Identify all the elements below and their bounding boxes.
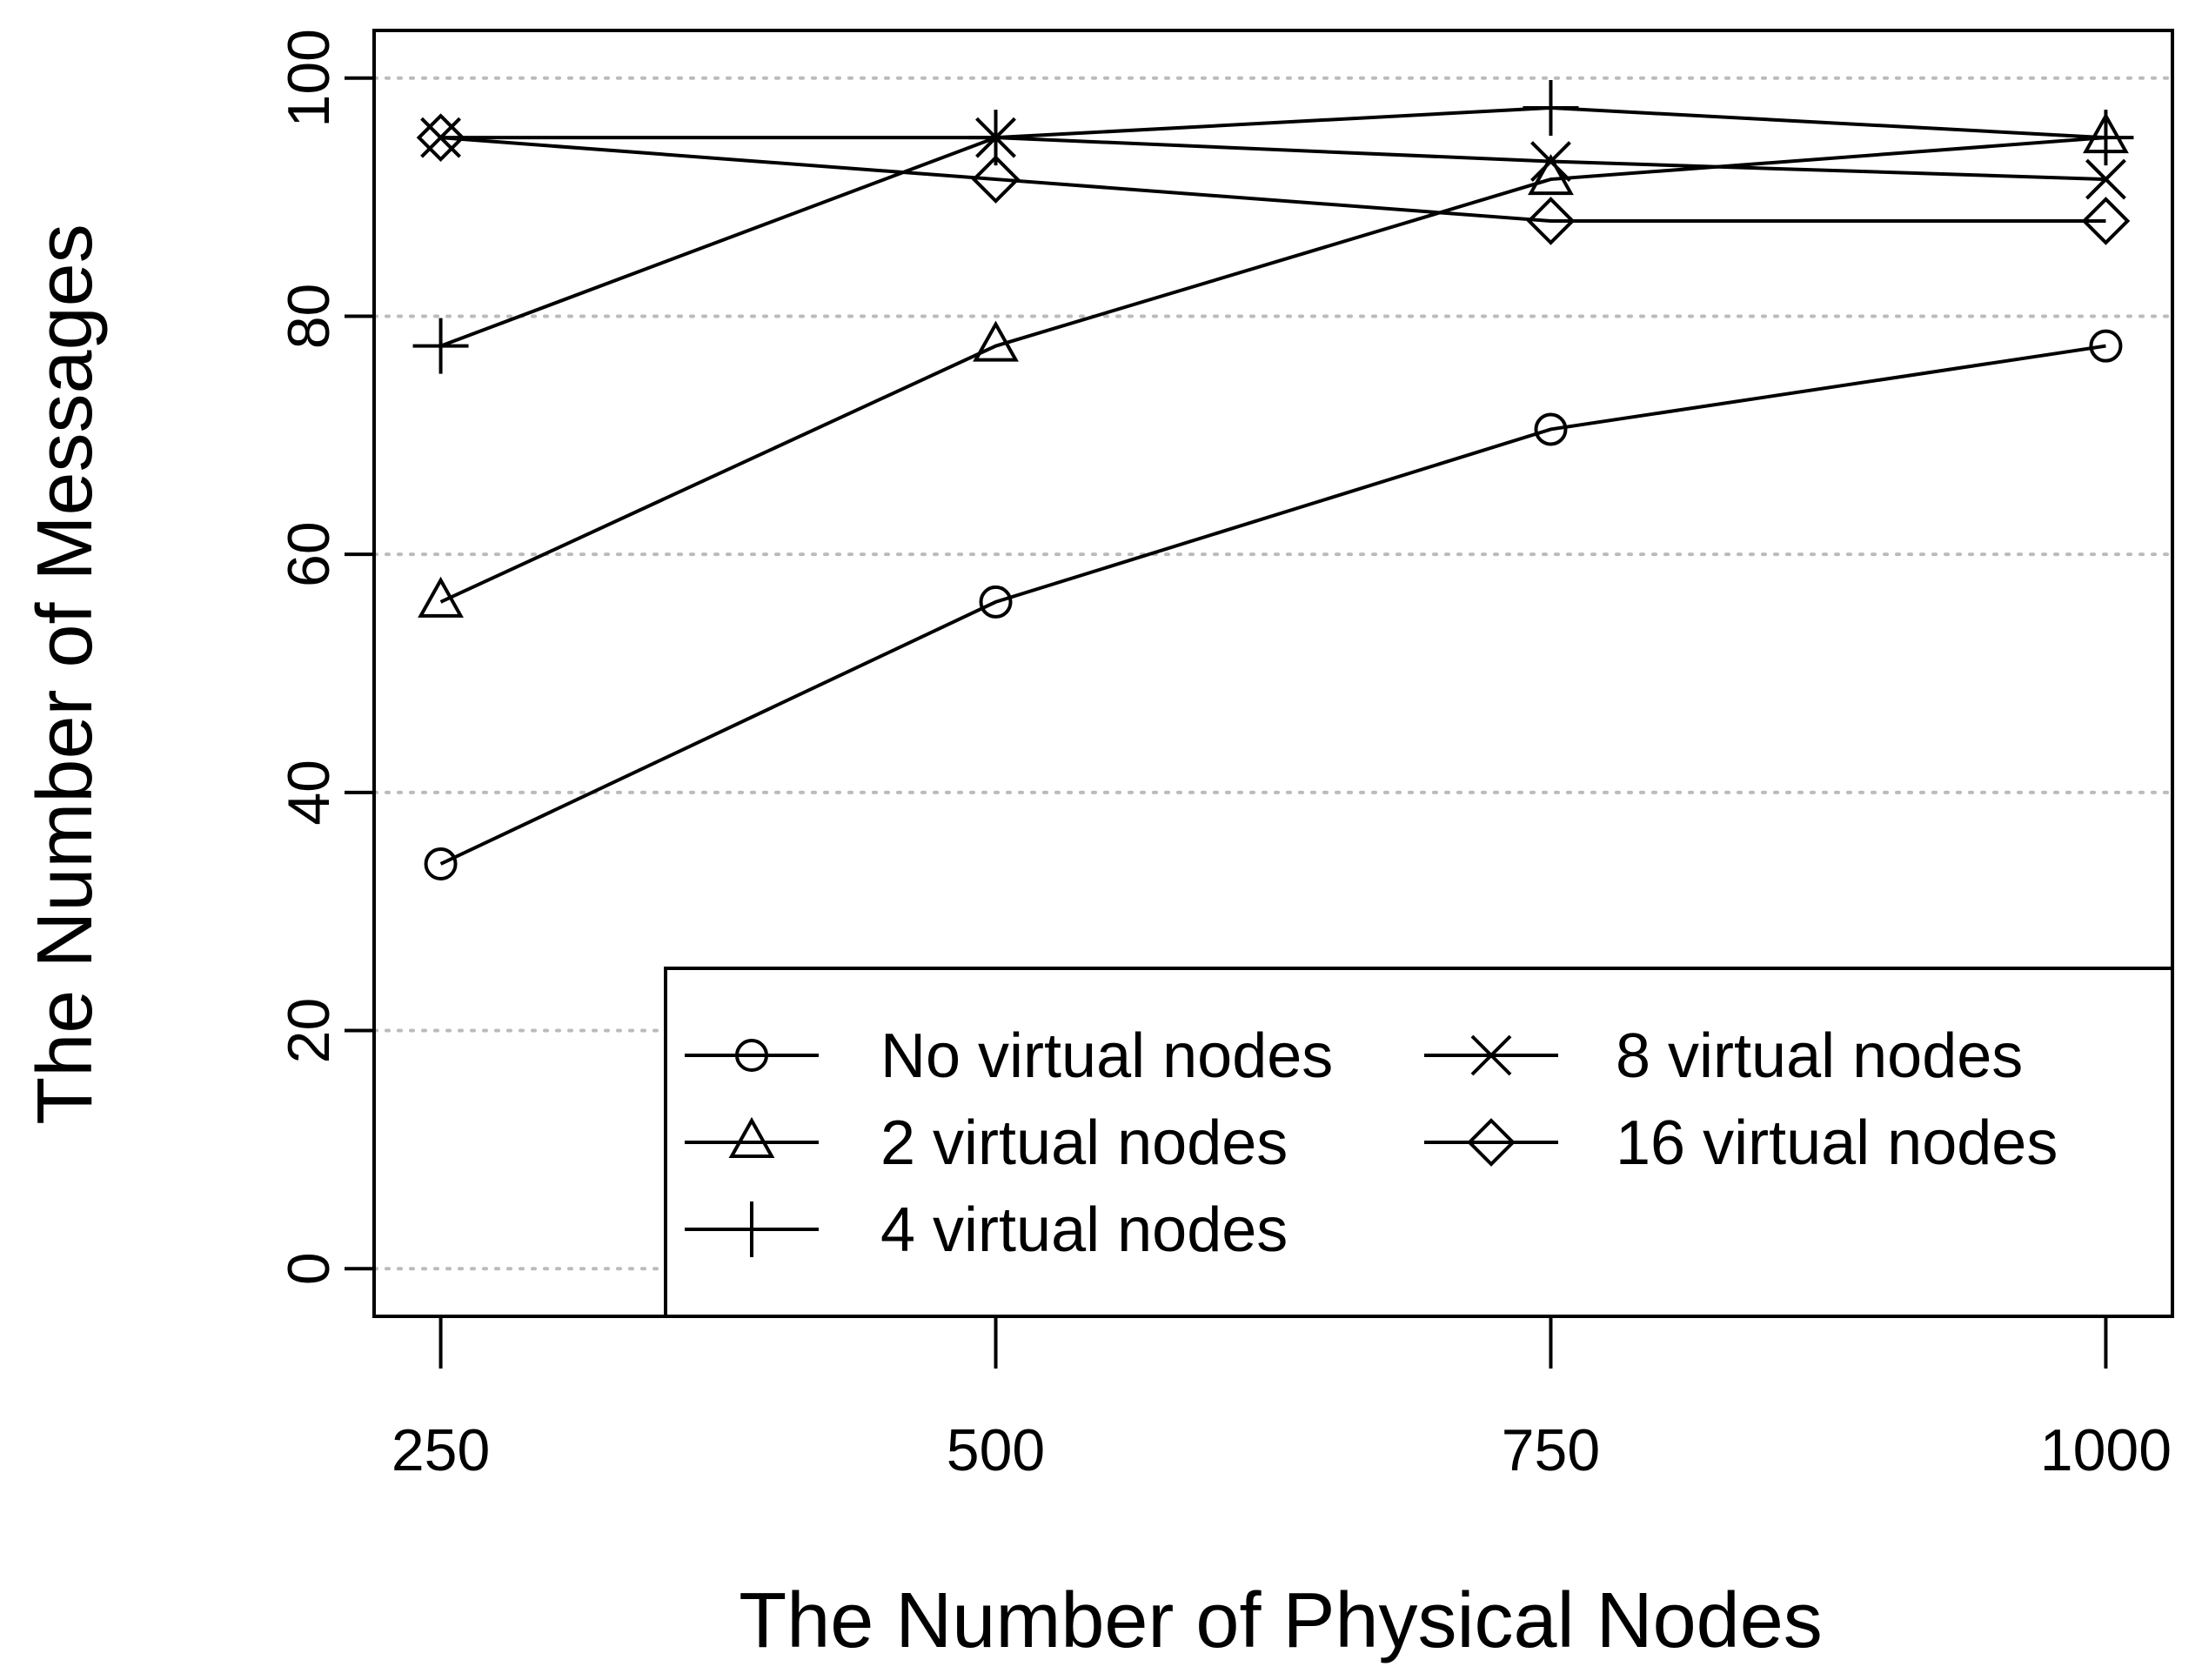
- plus-marker: [724, 1201, 780, 1257]
- diamond-marker: [1467, 1118, 1516, 1167]
- diamond-marker: [2081, 197, 2131, 245]
- plus-marker: [2078, 110, 2134, 166]
- triangle-marker: [1528, 153, 1574, 196]
- y-tick-label: 40: [276, 760, 342, 826]
- y-axis-title: The Number of Messages: [22, 224, 109, 1124]
- cross-marker: [975, 117, 1016, 158]
- series-markers: [412, 79, 2134, 880]
- y-tick-label: 20: [276, 998, 342, 1064]
- cross-marker-b: [420, 117, 461, 158]
- legend-entry: No virtual nodes: [685, 1021, 1333, 1091]
- series-line: [439, 344, 2106, 866]
- diamond-marker: [1526, 197, 1576, 245]
- triangle-marker: [728, 1116, 775, 1158]
- legend-label: 2 virtual nodes: [880, 1108, 1288, 1178]
- legend-entry: 16 virtual nodes: [1424, 1108, 2058, 1178]
- circle-marker: [1534, 412, 1568, 446]
- legend-box: [664, 967, 2174, 1318]
- cross-marker: [1470, 1034, 1512, 1076]
- series-line: [440, 136, 2106, 223]
- x-tick-label: 1000: [2040, 1417, 2172, 1483]
- legend-entry: 4 virtual nodes: [685, 1195, 1288, 1265]
- triangle-marker: [973, 320, 1019, 362]
- circle-marker: [735, 1039, 768, 1072]
- circle-marker: [979, 585, 1013, 619]
- legend-entry: 2 virtual nodes: [685, 1108, 1288, 1178]
- cross-marker-b: [1470, 1034, 1512, 1076]
- legend-label: No virtual nodes: [880, 1021, 1333, 1091]
- y-tick-label: 80: [276, 284, 342, 350]
- circle-marker: [424, 847, 458, 880]
- circle-marker: [2089, 329, 2123, 363]
- y-tick-label: 100: [276, 29, 342, 127]
- series-lines: [439, 105, 2106, 866]
- series-line: [440, 136, 2106, 182]
- x-axis-title: The Number of Physical Nodes: [739, 1577, 1823, 1664]
- legend: No virtual nodes 2 virtual nodes 4 virtual…: [664, 967, 2174, 1318]
- series-line: [439, 136, 2106, 604]
- x-tick-label: 500: [947, 1417, 1045, 1483]
- plus-marker: [412, 318, 469, 374]
- legend-label: 8 virtual nodes: [1616, 1021, 2023, 1091]
- diamond-marker: [971, 155, 1021, 204]
- legend-label: 16 virtual nodes: [1616, 1108, 2058, 1178]
- x-tick-label: 750: [1502, 1417, 1600, 1483]
- cross-marker-b: [1530, 141, 1571, 182]
- cross-marker: [420, 117, 461, 158]
- diamond-marker: [416, 113, 465, 162]
- x-tick-label: 250: [392, 1417, 490, 1483]
- triangle-marker: [418, 576, 464, 618]
- plus-marker: [1523, 79, 1579, 136]
- cross-marker-b: [2085, 158, 2126, 200]
- y-tick-label: 0: [276, 1252, 342, 1285]
- legend-label: 4 virtual nodes: [880, 1195, 1288, 1265]
- legend-entry: 8 virtual nodes: [1424, 1021, 2023, 1091]
- cross-marker: [2085, 158, 2126, 200]
- cross-marker-b: [975, 117, 1016, 158]
- cross-marker: [1530, 141, 1571, 182]
- series-line: [439, 105, 2106, 348]
- y-tick-label: 60: [276, 521, 342, 587]
